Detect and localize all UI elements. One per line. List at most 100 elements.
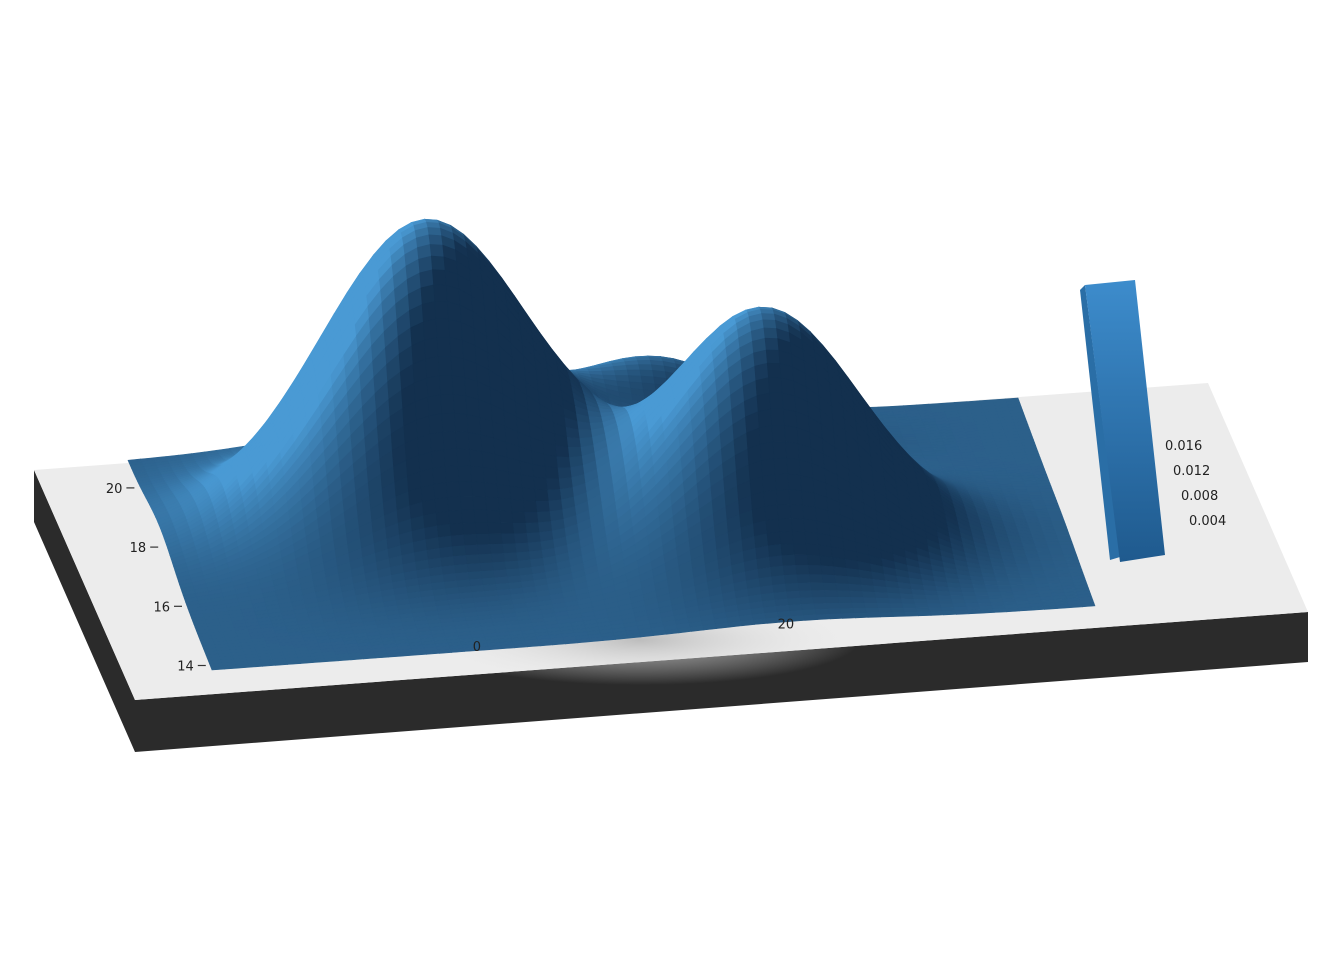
surface-cell [477, 544, 492, 555]
surface-cell [954, 610, 970, 615]
surface-cell [772, 441, 788, 459]
surface-cell [533, 476, 549, 491]
surface-cell [538, 641, 554, 647]
surface-cell [455, 431, 470, 451]
surface-cell [566, 436, 582, 448]
surface-cell [512, 522, 528, 535]
surface-cell [443, 448, 459, 467]
surface-cell [762, 319, 777, 329]
surface-cell [1047, 511, 1063, 516]
surface-cell [532, 463, 547, 479]
surface-cell [563, 639, 579, 645]
surface-cell [765, 349, 781, 364]
surface-cell [767, 543, 783, 558]
surface-cell [441, 565, 457, 576]
surface-cell [502, 543, 518, 554]
surface-cell [975, 595, 991, 600]
surface-cell [758, 425, 774, 445]
surface-cell [784, 425, 799, 445]
surface-cell [432, 466, 447, 485]
surface-cell [467, 432, 483, 452]
surface-cell [802, 504, 817, 522]
surface-cell [601, 370, 616, 376]
surface-cell [499, 510, 514, 524]
surface-cell [1026, 488, 1041, 493]
surface-cell [516, 551, 531, 562]
surface-cell [838, 602, 854, 610]
surface-cell [429, 431, 445, 453]
surface-cell [435, 318, 451, 338]
surface-cell [520, 474, 536, 490]
surface-cell [770, 565, 785, 578]
surface-cell [491, 553, 506, 564]
surface-cell [222, 664, 238, 670]
surface-cell [1046, 508, 1062, 513]
surface-cell [556, 456, 572, 469]
surface-cell [950, 460, 966, 464]
surface-cell [984, 584, 1000, 590]
surface-cell [863, 597, 878, 604]
surface-cell [1008, 581, 1024, 586]
surface-cell [1005, 570, 1021, 576]
y-tick-label: 14 [177, 660, 194, 675]
surface-cell [770, 408, 785, 426]
surface-cell [444, 465, 460, 483]
surface-cell [825, 596, 840, 604]
surface-cell [1040, 560, 1055, 565]
surface-cell [523, 500, 538, 513]
surface-cell [487, 522, 503, 535]
surface-cell [773, 591, 789, 601]
surface-cell [798, 590, 814, 599]
surface-cell [472, 496, 488, 511]
surface-cell [427, 227, 442, 237]
surface-cell [810, 582, 825, 591]
surface-cell [762, 474, 777, 493]
surface-cell [1030, 570, 1046, 575]
surface-cell [995, 475, 1011, 480]
surface-cell [828, 613, 844, 620]
surface-cell [785, 441, 800, 461]
surface-cell [424, 525, 439, 540]
surface-cell [902, 436, 918, 441]
surface-cell [568, 446, 583, 458]
surface-cell [834, 575, 849, 585]
surface-cell [995, 577, 1010, 582]
surface-cell [781, 392, 797, 413]
surface-cell [787, 473, 802, 492]
colorbar-tick-label: 0.004 [1189, 514, 1226, 529]
surface-cell [996, 581, 1011, 586]
surface-cell [900, 598, 916, 605]
surface-cell [637, 359, 652, 366]
surface-cell [469, 449, 484, 468]
surface-cell [1017, 567, 1032, 572]
surface-cell [792, 531, 807, 545]
surface-cell [435, 510, 451, 527]
surface-cell [1044, 502, 1060, 507]
surface-cell [787, 597, 802, 606]
surface-cell [1042, 605, 1058, 610]
surface-cell [866, 612, 881, 618]
surface-cell [432, 269, 447, 286]
surface-cell [509, 485, 524, 501]
surface-cell [929, 610, 945, 616]
surface-cell [1019, 574, 1034, 579]
surface-cell [859, 577, 875, 587]
surface-cell [286, 660, 301, 665]
surface-cell [437, 356, 453, 377]
surface-cell [1052, 523, 1067, 528]
surface-cell [837, 596, 853, 604]
surface-cell [833, 566, 848, 577]
surface-cell [986, 591, 1002, 597]
surface-cell [925, 594, 940, 601]
surface-cell [424, 337, 439, 360]
surface-cell [804, 531, 820, 546]
surface-cell [1029, 567, 1045, 572]
surface-cell [811, 590, 826, 598]
surface-cell [768, 377, 783, 394]
surface-cell [771, 425, 786, 443]
surface-cell [980, 470, 996, 474]
surface-cell [500, 522, 515, 535]
surface-cell [503, 552, 519, 563]
surface-cell [484, 482, 499, 499]
surface-cell [510, 498, 526, 513]
